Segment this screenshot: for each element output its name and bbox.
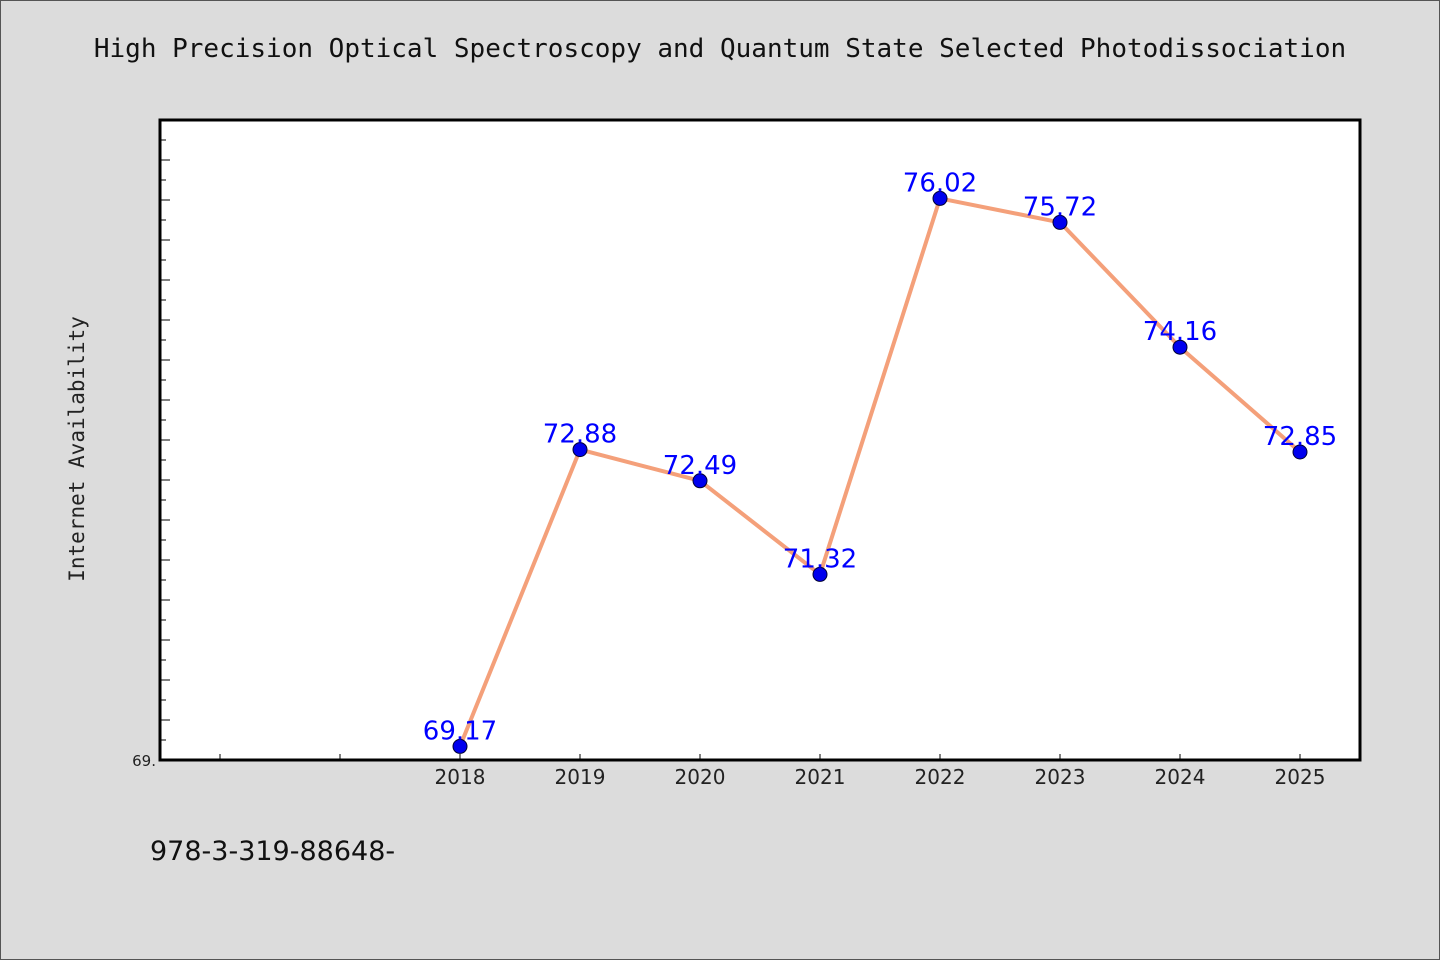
x-tick-label: 2024 — [1155, 765, 1206, 789]
chart-title: High Precision Optical Spectroscopy and … — [93, 34, 1347, 64]
data-point — [572, 442, 588, 458]
data-label: 72.88 — [543, 420, 617, 450]
data-point — [932, 190, 948, 206]
data-point — [812, 566, 828, 582]
footer-code: 978-3-319-88648- — [150, 836, 396, 867]
series-layer — [452, 190, 1308, 754]
x-tick-label: 2018 — [435, 765, 486, 789]
data-point — [692, 473, 708, 489]
x-tick-label: 2023 — [1035, 765, 1086, 789]
x-tick-label: 2022 — [915, 765, 966, 789]
plot-area — [158, 118, 1362, 762]
data-label: 76.02 — [903, 168, 977, 198]
series-line — [458, 196, 1302, 749]
data-label: 74.16 — [1143, 317, 1217, 347]
x-tick-label: 2025 — [1275, 765, 1326, 789]
data-label: 69.17 — [423, 716, 497, 746]
data-label: 72.85 — [1263, 422, 1337, 452]
data-label: 72.49 — [663, 451, 737, 481]
data-point — [1052, 214, 1068, 230]
y-tick-label: 69. — [132, 752, 156, 770]
data-label: 71.32 — [783, 544, 857, 574]
x-tick-label: 2019 — [555, 765, 606, 789]
data-point — [1172, 339, 1188, 355]
data-labels: 69.17 72.88 72.49 71.32 76.02 75.72 74.16 72.85 — [423, 168, 1337, 746]
y-ticks: 69. — [132, 119, 170, 770]
x-ticks: 2018 2019 2020 2021 2022 2023 2024 2025 — [219, 754, 1326, 789]
data-point — [1292, 444, 1308, 460]
x-tick-label: 2020 — [675, 765, 726, 789]
x-tick-label: 2021 — [795, 765, 846, 789]
data-point — [452, 738, 468, 754]
data-label: 75.72 — [1023, 192, 1097, 222]
